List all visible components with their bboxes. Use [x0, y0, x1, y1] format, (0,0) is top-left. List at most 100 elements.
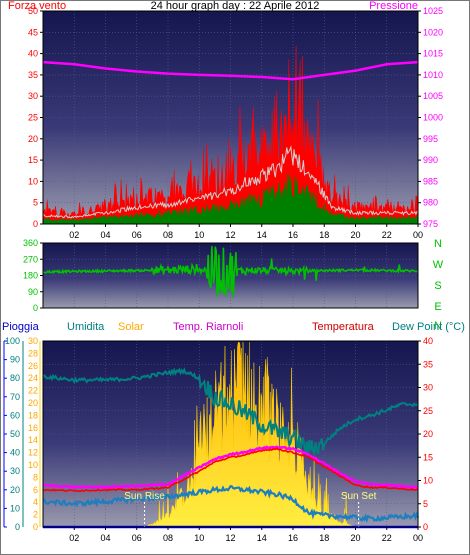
- hour-label: 18: [319, 533, 329, 543]
- wind-tick-label: 30: [28, 91, 38, 101]
- compass-label: W: [433, 259, 444, 271]
- pressure-tick-label: 985: [423, 176, 438, 186]
- wind-tick-label: 40: [28, 49, 38, 59]
- hour-label: 08: [163, 230, 173, 240]
- hour-label: 00: [413, 533, 423, 543]
- humidity-tick-label: 90: [10, 355, 20, 365]
- temperature-title: Temperatura: [312, 321, 375, 333]
- pressure-title: Pressione: [369, 0, 418, 12]
- hour-label: 22: [382, 533, 392, 543]
- solar-tick-label: 18: [28, 410, 38, 420]
- hour-label: 10: [194, 533, 204, 543]
- wind-pressure-series: [42, 45, 419, 225]
- solar-tick-label: 4: [33, 497, 38, 507]
- chart-title: 24 hour graph day : 22 Aprile 2012: [151, 0, 320, 12]
- temp-hour-axis: 02 04 06 08 10 12 14 16 18 20 22 00: [69, 527, 423, 543]
- humidity-tick-label: 100: [5, 336, 20, 346]
- temperature-tick-label: 0: [423, 522, 428, 532]
- wind-tick-label: 45: [28, 27, 38, 37]
- rain-title: Pioggia: [2, 321, 40, 333]
- solar-tick-label: 10: [28, 460, 38, 470]
- pressure-line: [42, 60, 419, 81]
- wind-tick-label: 20: [28, 134, 38, 144]
- humidity-tick-label: 40: [10, 448, 20, 458]
- hour-label: 06: [132, 230, 142, 240]
- compass-label: S: [434, 280, 441, 292]
- direction-tick-label: 90: [28, 287, 38, 297]
- wind-average-area: [42, 173, 419, 225]
- dew-point-line: [42, 485, 420, 523]
- humidity-tick-label: 10: [10, 503, 20, 513]
- humidity-title: Umidita: [67, 321, 105, 333]
- humidity-tick-label: 70: [10, 392, 20, 402]
- hour-label: 22: [382, 230, 392, 240]
- pressure-tick-label: 1005: [423, 91, 443, 101]
- solar-tick-label: 14: [28, 435, 38, 445]
- direction-line: [42, 246, 419, 298]
- wind-axis: 0 5 10 15 20 25 30 35 40 45 50: [28, 6, 43, 229]
- hour-label: 20: [350, 230, 360, 240]
- hour-label: 06: [132, 533, 142, 543]
- temp-riarnoli-title: Temp. Riarnoli: [173, 321, 243, 333]
- solar-tick-label: 26: [28, 361, 38, 371]
- wind-tick-label: 15: [28, 155, 38, 165]
- hour-label: 02: [69, 230, 79, 240]
- hour-label: 08: [163, 533, 173, 543]
- hour-label: 04: [100, 230, 110, 240]
- hour-label: 14: [257, 230, 267, 240]
- pressure-tick-label: 1000: [423, 113, 443, 123]
- wind-mean-line: [42, 145, 419, 219]
- hour-label: 14: [257, 533, 267, 543]
- temperature-tick-label: 10: [423, 476, 433, 486]
- solar-tick-label: 20: [28, 398, 38, 408]
- solar-tick-label: 22: [28, 386, 38, 396]
- compass-label: E: [434, 301, 441, 313]
- direction-series: [42, 246, 419, 298]
- pressure-tick-label: 1015: [423, 49, 443, 59]
- temperature-tick-label: 25: [423, 406, 433, 416]
- solar-tick-label: 6: [33, 485, 38, 495]
- humidity-line: [42, 367, 419, 458]
- hour-label: 04: [100, 533, 110, 543]
- compass-label: N: [434, 238, 442, 250]
- wind-tick-label: 5: [33, 198, 38, 208]
- direction-axis: 0 90 180 270 360: [23, 238, 43, 313]
- sun-set-label: Sun Set: [341, 491, 377, 502]
- wind-title: Forza vento: [8, 0, 66, 12]
- humidity-tick-label: 60: [10, 410, 20, 420]
- temperature-tick-label: 35: [423, 359, 433, 369]
- solar-tick-label: 2: [33, 510, 38, 520]
- solar-tick-label: 16: [28, 423, 38, 433]
- direction-tick-label: 360: [23, 238, 38, 248]
- solar-tick-label: 12: [28, 448, 38, 458]
- pressure-axis: 975 980 985 990 995 1000 1005 1010 1015 1020 1025: [418, 6, 443, 229]
- solar-tick-label: 28: [28, 348, 38, 358]
- temperature-tick-label: 30: [423, 383, 433, 393]
- solar-title: Solar: [118, 321, 144, 333]
- wind-hour-axis: 02 04 06 08 10 12 14 16 18 20 22 00: [69, 224, 423, 240]
- hour-label: 02: [69, 533, 79, 543]
- humidity-tick-label: 30: [10, 466, 20, 476]
- pressure-tick-label: 980: [423, 198, 438, 208]
- temp-axes: 0102030405060708090100024681012141618202…: [3, 336, 433, 532]
- hour-label: 00: [413, 230, 423, 240]
- pressure-tick-label: 1020: [423, 27, 443, 37]
- sun-rise-label: Sun Rise: [124, 491, 165, 502]
- hour-label: 16: [288, 230, 298, 240]
- hour-label: 12: [225, 533, 235, 543]
- humidity-tick-label: 0: [15, 522, 20, 532]
- solar-tick-label: 0: [33, 522, 38, 532]
- dew-point-title: Dew Point (°C): [392, 321, 465, 333]
- solar-tick-label: 8: [33, 472, 38, 482]
- direction-tick-label: 0: [33, 303, 38, 313]
- pressure-tick-label: 1010: [423, 70, 443, 80]
- humidity-tick-label: 80: [10, 373, 20, 383]
- wind-tick-label: 25: [28, 113, 38, 123]
- pressure-tick-label: 990: [423, 155, 438, 165]
- hour-label: 20: [350, 533, 360, 543]
- temperature-line: [42, 447, 419, 493]
- compass-label: N: [434, 320, 442, 332]
